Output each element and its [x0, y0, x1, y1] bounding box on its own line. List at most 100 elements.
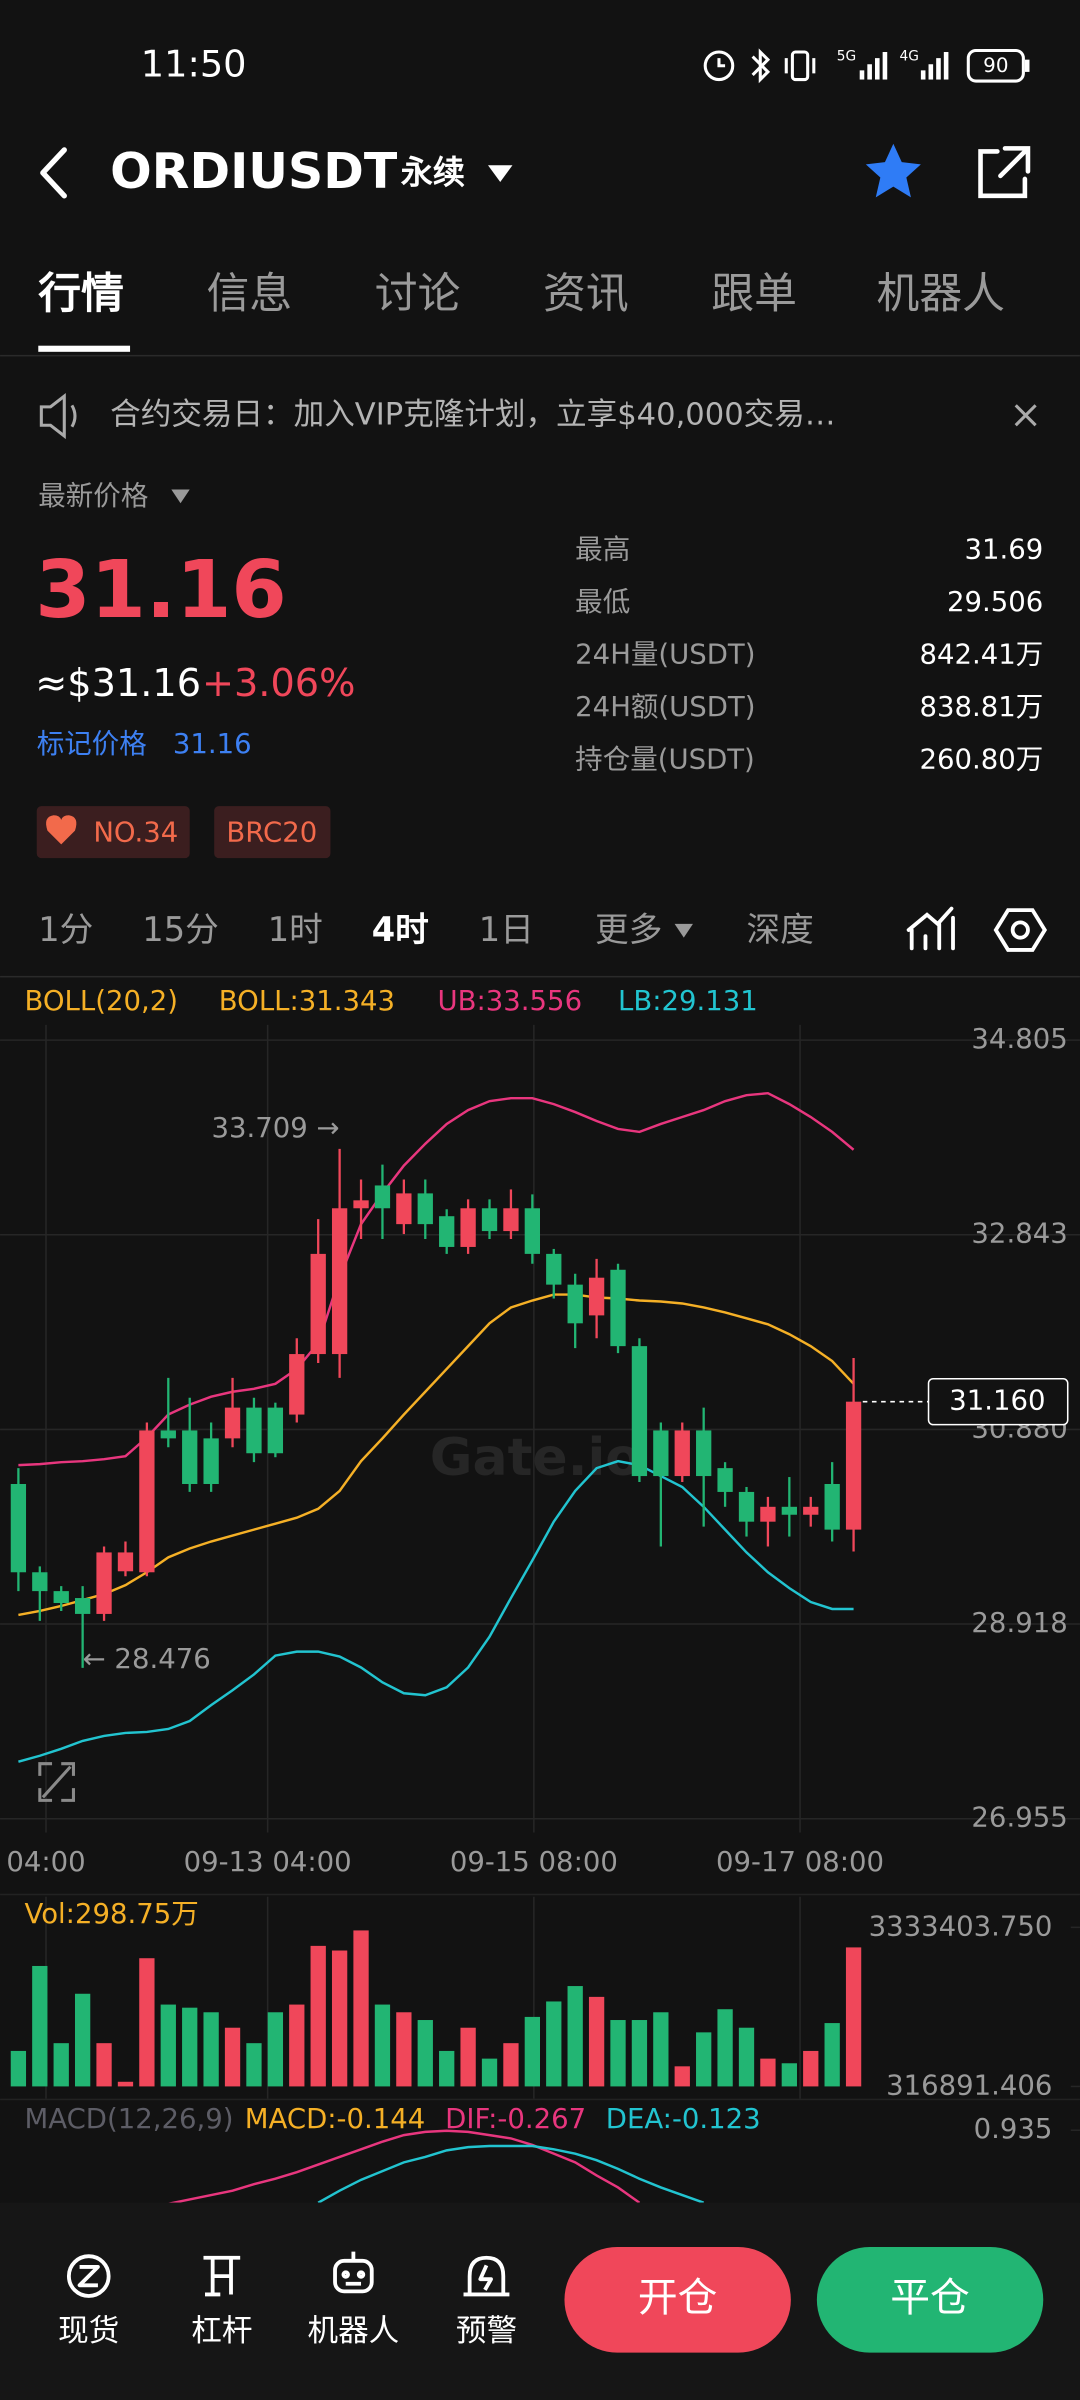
macd-legend: MACD:-0.144	[245, 2103, 425, 2135]
notice-text[interactable]: 合约交易日：加入VIP克隆计划，立享$40,000交易…	[110, 398, 835, 433]
volume-bar	[32, 1965, 48, 2087]
boll-line	[18, 1091, 855, 1467]
last-price: 31.16	[35, 543, 287, 636]
nav-label[interactable]: 预警	[456, 2314, 517, 2349]
contract-type[interactable]: 永续	[401, 153, 465, 191]
tab[interactable]: 信息	[207, 269, 293, 319]
divider	[0, 975, 1080, 978]
macd-legend: DIF:-0.267	[445, 2103, 586, 2135]
volume-bar	[567, 1986, 583, 2087]
signal-bars	[859, 52, 949, 80]
close-notice[interactable]	[1014, 404, 1037, 427]
tab[interactable]: 行情	[38, 269, 124, 319]
volume-bar	[203, 2012, 219, 2087]
button-label[interactable]: 开仓	[638, 2275, 718, 2321]
volume-bar	[310, 1945, 326, 2087]
candle-body	[824, 1483, 840, 1530]
volume-bar	[74, 1993, 91, 2087]
stat-value: 31.69	[964, 534, 1043, 566]
candle-body	[524, 1208, 541, 1254]
candle-body	[331, 1208, 348, 1355]
candle-body	[803, 1506, 819, 1515]
volume-bar	[139, 1958, 155, 2087]
share-button[interactable]	[978, 146, 1031, 199]
indicator-legend: BOLL:31.343	[219, 985, 395, 1017]
heart-icon	[46, 815, 77, 845]
volume-bar	[760, 2058, 776, 2087]
candle-body	[224, 1407, 241, 1439]
stats: 最高 31.69 最低 29.506 24H量(USDT) 842.41万 24H额(USD…	[575, 534, 1043, 776]
indicator-legend: LB:29.131	[618, 985, 758, 1017]
interval[interactable]: 15分	[142, 910, 218, 949]
divider	[0, 354, 1080, 357]
button-label[interactable]: 平仓	[890, 2275, 970, 2321]
price-label: 最新价格	[38, 480, 148, 512]
candle-body	[267, 1407, 284, 1454]
stat-label: 最高	[575, 534, 630, 566]
stat-value: 260.80万	[919, 744, 1043, 776]
tab[interactable]: 机器人	[877, 269, 1005, 319]
nav-labels: 现货 杠杆 机器人 预警	[58, 2314, 517, 2349]
mark-price-label: 标记价格	[37, 728, 147, 760]
volume-bar	[738, 2027, 755, 2087]
favorite-star[interactable]	[865, 143, 921, 198]
battery-tip	[1024, 59, 1030, 72]
nav-icons	[66, 2251, 510, 2298]
low-annotation: ← 28.476	[83, 1643, 211, 1675]
interval[interactable]: 更多	[595, 910, 662, 949]
tab[interactable]: 资讯	[543, 269, 629, 319]
stat-value: 838.81万	[919, 691, 1043, 723]
battery-level: 90	[983, 54, 1008, 77]
volume-bar	[374, 2004, 391, 2087]
volume-bar	[845, 1947, 862, 2087]
stat-label: 最低	[575, 586, 630, 618]
dropdown-arrow[interactable]	[487, 165, 513, 183]
clock: 11:50	[141, 42, 247, 85]
divider	[0, 1893, 1080, 1896]
y-tick-label: 28.918	[971, 1607, 1067, 1639]
interval[interactable]: 1时	[268, 910, 323, 949]
close-position-button[interactable]	[816, 2247, 1044, 2353]
dropdown-arrow[interactable]	[171, 489, 190, 504]
volume-bar	[588, 1996, 605, 2087]
candle-body	[117, 1552, 134, 1572]
candle-body	[717, 1468, 733, 1492]
nav-label[interactable]: 杠杆	[191, 2314, 252, 2349]
tab[interactable]: 讨论	[375, 269, 461, 319]
tag[interactable]	[214, 806, 331, 859]
price-change: +3.06%	[202, 662, 356, 706]
stat-value: 29.506	[947, 586, 1043, 618]
expand-button[interactable]	[38, 1762, 75, 1802]
volume-chart: Vol:298.75万 3333403.750 316891.406	[10, 1898, 1080, 2101]
indicator-button[interactable]	[906, 906, 955, 951]
nav-label[interactable]: 现货	[58, 2314, 119, 2349]
boll-line	[18, 1293, 855, 1617]
dropdown-arrow[interactable]	[674, 923, 693, 938]
nav-label[interactable]: 机器人	[308, 2314, 400, 2349]
candle-body	[139, 1430, 155, 1573]
interval[interactable]: 4时	[372, 910, 429, 949]
volume-bar	[610, 2020, 626, 2087]
back-button[interactable]	[40, 147, 67, 199]
interval[interactable]: 1分	[38, 910, 93, 949]
tag-text: NO.34	[93, 817, 178, 849]
candlestick-chart: BOLL(20,2) BOLL:31.343 UB:33.556 LB:29.131 G…	[0, 985, 1080, 2099]
candle-body	[610, 1269, 626, 1347]
open-position-button[interactable]	[564, 2247, 791, 2353]
volume-bar	[224, 2027, 241, 2087]
tab[interactable]: 跟单	[711, 269, 797, 319]
volume-bar	[96, 2043, 112, 2087]
candle-body	[845, 1401, 862, 1530]
candle-body	[246, 1407, 262, 1454]
volume-bar	[524, 2016, 541, 2087]
candle-body	[32, 1572, 48, 1592]
symbol-title[interactable]: ORDIUSDT	[110, 143, 398, 200]
settings-button[interactable]	[993, 908, 1048, 952]
interval[interactable]: 深度	[747, 910, 814, 949]
macd-line	[168, 2129, 641, 2203]
interval[interactable]: 1日	[479, 910, 534, 949]
candle-body	[503, 1208, 519, 1232]
y-tick-label: 0.935	[974, 2113, 1053, 2145]
